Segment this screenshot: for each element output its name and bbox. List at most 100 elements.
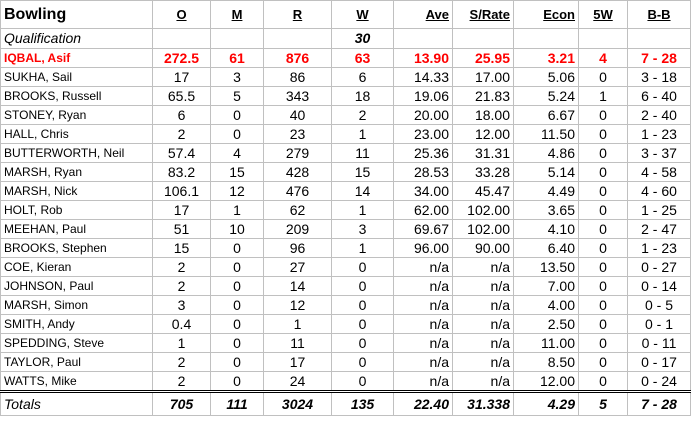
cell: 28.53: [393, 162, 453, 182]
cell: 0: [578, 219, 628, 239]
cell: 17: [263, 352, 332, 372]
cell: 11.00: [513, 333, 579, 353]
cell: 25.36: [393, 143, 453, 163]
cell: 33.28: [452, 162, 514, 182]
cell: 17.00: [452, 67, 514, 87]
total-cell: 4.29: [513, 390, 579, 416]
cell: 0: [331, 276, 394, 296]
cell: 2: [152, 352, 211, 372]
cell: 0: [578, 333, 628, 353]
player-name: MARSH, Ryan: [0, 162, 153, 182]
cell: 2: [152, 257, 211, 277]
table-row: SMITH, Andy 0.4 0 1 0 n/a n/a 2.50 0 0 - 1: [0, 314, 691, 334]
cell: 6.67: [513, 105, 579, 125]
cell: 6: [331, 67, 394, 87]
table-row: BROOKS, Russell 65.5 5 343 18 19.06 21.83 5.24 1…: [0, 86, 691, 106]
player-name: BROOKS, Stephen: [0, 238, 153, 258]
cell: 1: [331, 124, 394, 144]
total-cell: 31.338: [452, 390, 514, 416]
cell: 30: [331, 28, 394, 49]
cell: 14.33: [393, 67, 453, 87]
cell: n/a: [452, 276, 514, 296]
table-row: Qualification 30: [0, 28, 691, 49]
cell: 4 - 58: [627, 162, 691, 182]
cell: 23.00: [393, 124, 453, 144]
cell: 4: [210, 143, 264, 163]
total-cell: 22.40: [393, 390, 453, 416]
cell: 25.95: [452, 48, 514, 68]
cell: 0 - 5: [627, 295, 691, 315]
cell: 11.50: [513, 124, 579, 144]
cell: [513, 28, 579, 49]
player-name: BROOKS, Russell: [0, 86, 153, 106]
cell: 15: [331, 162, 394, 182]
player-name: MARSH, Nick: [0, 181, 153, 201]
cell: 24: [263, 371, 332, 392]
cell: 7 - 28: [627, 48, 691, 68]
cell: 3: [152, 295, 211, 315]
cell: 62: [263, 200, 332, 220]
cell: 1: [210, 200, 264, 220]
cell: 18: [331, 86, 394, 106]
cell: [210, 28, 264, 49]
cell: 0 - 14: [627, 276, 691, 296]
player-name: SPEDDING, Steve: [0, 333, 153, 353]
cell: 2: [152, 371, 211, 392]
cell: 31.31: [452, 143, 514, 163]
bowling-table: Bowling O M R W Ave S/Rate Econ 5W B-B Qualificati…: [0, 0, 691, 416]
cell: n/a: [452, 352, 514, 372]
cell: 0: [210, 371, 264, 392]
cell: 0: [210, 276, 264, 296]
cell: 45.47: [452, 181, 514, 201]
table-row: SUKHA, Sail 17 3 86 6 14.33 17.00 5.06 0 3 - 18: [0, 67, 691, 87]
cell: [263, 28, 332, 49]
cell: 1 - 23: [627, 124, 691, 144]
cell: 4.10: [513, 219, 579, 239]
total-cell: 7 - 28: [627, 390, 691, 416]
cell: 65.5: [152, 86, 211, 106]
player-name: HOLT, Rob: [0, 200, 153, 220]
totals-label: Totals: [0, 390, 153, 416]
table-row: TAYLOR, Paul 2 0 17 0 n/a n/a 8.50 0 0 - 17: [0, 352, 691, 372]
cell: 4.00: [513, 295, 579, 315]
cell: 18.00: [452, 105, 514, 125]
cell: 86: [263, 67, 332, 87]
cell: 3.21: [513, 48, 579, 68]
table-row: IQBAL, Asif 272.5 61 876 63 13.90 25.95 3.21 4 7 …: [0, 48, 691, 68]
cell: 21.83: [452, 86, 514, 106]
cell: 0: [578, 162, 628, 182]
column-header: M: [210, 0, 264, 29]
cell: 2.50: [513, 314, 579, 334]
cell: 0: [331, 257, 394, 277]
cell: n/a: [452, 257, 514, 277]
total-cell: 111: [210, 390, 264, 416]
cell: 876: [263, 48, 332, 68]
cell: 12: [263, 295, 332, 315]
cell: n/a: [393, 333, 453, 353]
player-name: BUTTERWORTH, Neil: [0, 143, 153, 163]
cell: 96.00: [393, 238, 453, 258]
table-row: SPEDDING, Steve 1 0 11 0 n/a n/a 11.00 0 0 - 11: [0, 333, 691, 353]
player-name: WATTS, Mike: [0, 371, 153, 392]
cell: 2: [331, 105, 394, 125]
cell: 1 - 23: [627, 238, 691, 258]
cell: 57.4: [152, 143, 211, 163]
cell: [393, 28, 453, 49]
column-header: O: [152, 0, 211, 29]
cell: 61: [210, 48, 264, 68]
cell: 69.67: [393, 219, 453, 239]
cell: 0: [331, 314, 394, 334]
table-row: JOHNSON, Paul 2 0 14 0 n/a n/a 7.00 0 0 - 14: [0, 276, 691, 296]
cell: 0: [578, 352, 628, 372]
table-row: MARSH, Nick 106.1 12 476 14 34.00 45.47 4.49 0 4 …: [0, 181, 691, 201]
cell: n/a: [393, 371, 453, 392]
cell: 6: [152, 105, 211, 125]
cell: 0 - 17: [627, 352, 691, 372]
player-name: JOHNSON, Paul: [0, 276, 153, 296]
cell: [627, 28, 691, 49]
cell: n/a: [393, 314, 453, 334]
cell: 2: [152, 124, 211, 144]
cell: 19.06: [393, 86, 453, 106]
column-header: S/Rate: [452, 0, 514, 29]
